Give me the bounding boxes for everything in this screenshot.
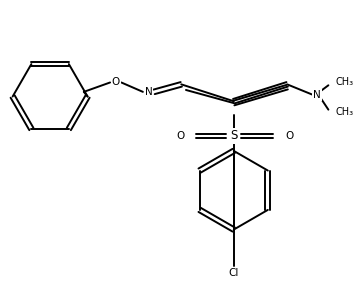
Text: N: N	[145, 87, 152, 97]
Text: O: O	[112, 77, 120, 88]
Text: O: O	[285, 131, 293, 141]
Text: O: O	[176, 131, 184, 141]
Text: S: S	[230, 129, 238, 142]
Text: Cl: Cl	[229, 268, 239, 278]
Text: CH₃: CH₃	[336, 77, 354, 88]
Text: CH₃: CH₃	[336, 108, 354, 117]
Text: N: N	[313, 90, 321, 100]
